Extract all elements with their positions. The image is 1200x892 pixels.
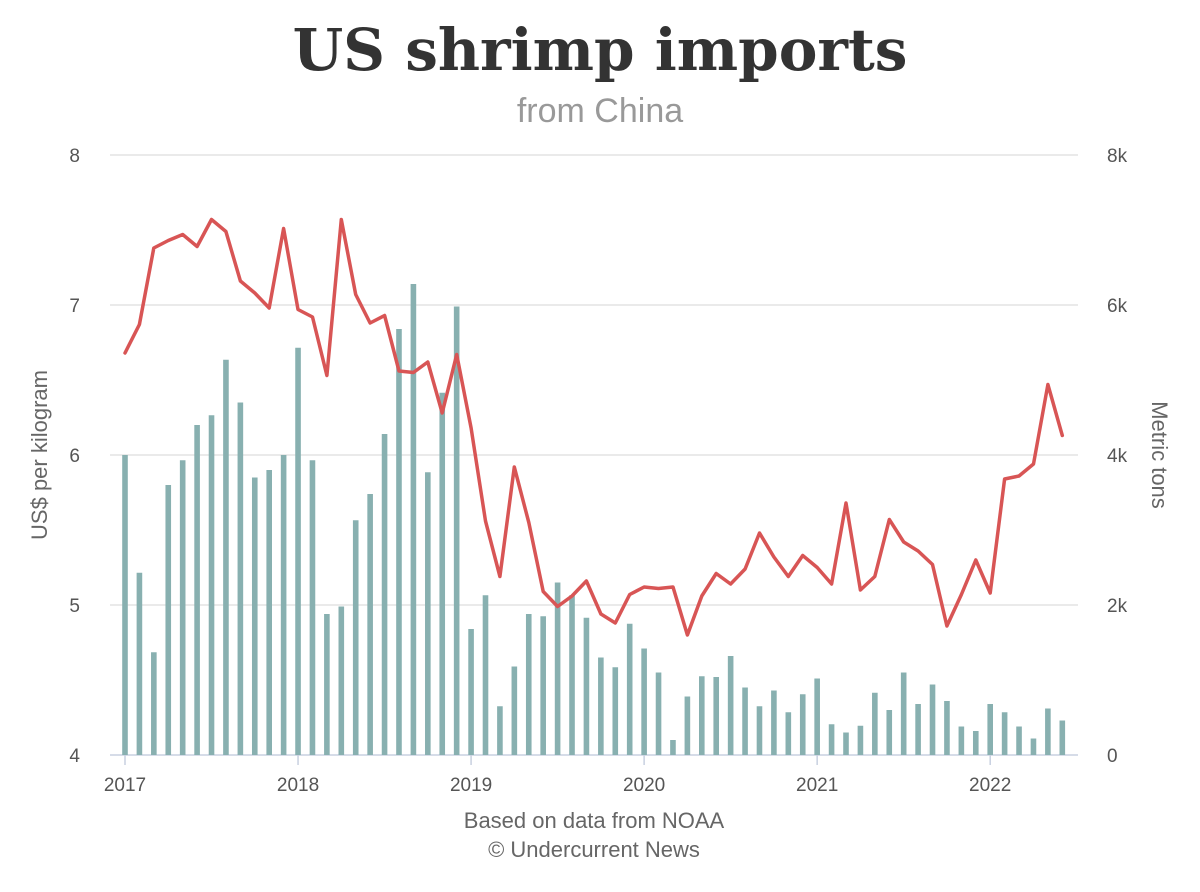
bar	[699, 676, 705, 755]
bar	[251, 477, 258, 755]
bar	[439, 392, 446, 755]
bar	[569, 595, 575, 755]
bar	[814, 678, 820, 755]
right-axis-ticks: 0 2k 4k 6k 8k	[1107, 146, 1128, 767]
bar	[756, 706, 763, 755]
bar	[165, 485, 172, 755]
x-tick-label: 2017	[104, 775, 146, 796]
left-axis-title: US$ per kilogram	[27, 370, 52, 540]
right-tick-label: 4k	[1107, 446, 1128, 467]
bar	[843, 732, 849, 755]
x-tick-label: 2021	[796, 775, 838, 796]
bar	[237, 402, 244, 755]
bar	[352, 520, 359, 755]
bar	[309, 460, 316, 755]
x-tick-label: 2018	[277, 775, 319, 796]
bar	[900, 672, 907, 755]
bar	[223, 359, 229, 755]
bar	[1001, 712, 1008, 755]
bar	[410, 284, 417, 755]
bar	[425, 472, 431, 755]
right-tick-label: 8k	[1107, 146, 1128, 167]
bar	[583, 617, 590, 755]
bar	[324, 614, 330, 755]
line-series-price	[123, 217, 1065, 637]
left-tick-label: 4	[69, 746, 80, 767]
bar	[915, 704, 921, 755]
left-axis-ticks: 4 5 6 7 8	[69, 146, 80, 767]
bar	[208, 415, 215, 755]
bar	[713, 677, 720, 755]
chart-subtitle: from China	[517, 92, 683, 130]
bar	[295, 347, 301, 755]
bar	[194, 425, 200, 755]
right-axis-title: Metric tons	[1147, 401, 1172, 509]
bar	[1016, 726, 1022, 755]
bar	[280, 455, 287, 755]
x-tick-label: 2022	[969, 775, 1011, 796]
bar	[482, 595, 489, 755]
bar	[396, 329, 402, 755]
right-tick-label: 6k	[1107, 296, 1128, 317]
bar	[872, 692, 878, 755]
bar	[670, 740, 676, 755]
bar	[540, 616, 546, 755]
bar	[338, 606, 345, 755]
x-tick-label: 2020	[623, 775, 665, 796]
bar	[367, 494, 373, 755]
bar	[1059, 720, 1066, 755]
bar	[626, 623, 633, 755]
bar	[612, 667, 619, 755]
left-tick-label: 6	[69, 446, 80, 467]
bar	[497, 706, 503, 755]
bar	[684, 696, 691, 755]
bar	[266, 470, 272, 755]
bar	[958, 726, 965, 755]
price-line	[123, 217, 1065, 637]
credit-copyright: © Undercurrent News	[488, 837, 700, 862]
right-tick-label: 2k	[1107, 596, 1128, 617]
bar	[525, 614, 532, 755]
bar	[929, 684, 936, 755]
chart-title: US shrimp imports	[293, 16, 908, 84]
left-tick-label: 5	[69, 596, 80, 617]
bar	[799, 694, 806, 755]
credit-source: Based on data from NOAA	[464, 808, 725, 833]
bar	[944, 701, 950, 755]
bar	[453, 306, 460, 755]
bar	[468, 629, 474, 755]
bar	[771, 690, 777, 755]
bar	[828, 724, 835, 755]
bar	[554, 582, 561, 755]
bar	[511, 666, 518, 755]
bar	[857, 725, 864, 755]
bar	[742, 687, 748, 755]
x-axis-ticks: 2017 2018 2019 2020 2021 2022	[104, 755, 1011, 796]
bar	[886, 710, 893, 755]
bar	[136, 572, 143, 755]
bar	[785, 712, 792, 755]
bar-series-metric-tons	[122, 284, 1066, 755]
bar	[1045, 708, 1051, 755]
bar	[655, 672, 662, 755]
bar	[179, 460, 186, 755]
left-tick-label: 8	[69, 146, 80, 167]
bar	[727, 656, 734, 755]
bar	[972, 731, 979, 755]
bar	[122, 455, 128, 755]
x-tick-label: 2019	[450, 775, 492, 796]
bar	[987, 704, 993, 755]
left-tick-label: 7	[69, 296, 80, 317]
bar	[1030, 738, 1037, 755]
bar	[598, 657, 604, 755]
bar	[151, 652, 157, 755]
right-tick-label: 0	[1107, 746, 1118, 767]
bar	[381, 434, 388, 755]
bar	[641, 648, 647, 755]
